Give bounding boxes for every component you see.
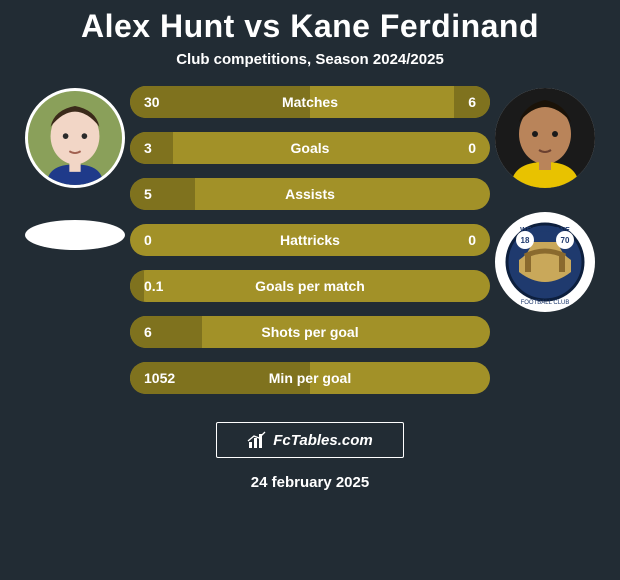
stat-left-value: 5 (144, 186, 192, 202)
stat-left-value: 1052 (144, 370, 192, 386)
stat-label: Goals (192, 140, 428, 156)
left-player-column (20, 86, 130, 250)
stat-left-value: 6 (144, 324, 192, 340)
svg-text:70: 70 (561, 236, 570, 245)
stats-column: 30Matches63Goals05Assists0Hattricks00.1G… (130, 86, 490, 394)
stat-right-value: 0 (428, 140, 476, 156)
left-player-avatar (25, 88, 125, 188)
chart-icon (247, 430, 267, 450)
stat-right-value: 0 (428, 232, 476, 248)
svg-text:FOOTBALL CLUB: FOOTBALL CLUB (521, 300, 570, 306)
stat-label: Min per goal (192, 370, 428, 386)
right-player-avatar (495, 88, 595, 188)
stat-fill-left (130, 270, 144, 302)
stat-row: 30Matches6 (130, 86, 490, 118)
stat-label: Matches (192, 94, 428, 110)
page-subtitle: Club competitions, Season 2024/2025 (176, 51, 444, 68)
stat-left-value: 3 (144, 140, 192, 156)
stat-left-value: 0 (144, 232, 192, 248)
stat-row: 0Hattricks0 (130, 224, 490, 256)
stat-row: 3Goals0 (130, 132, 490, 164)
stat-row: 5Assists (130, 178, 490, 210)
right-player-column: WEALDSTONE 18 70 FOOTBALL CLUB (490, 86, 600, 312)
left-club-badge (25, 220, 125, 250)
stat-row: 6Shots per goal (130, 316, 490, 348)
footer-date: 24 february 2025 (251, 474, 369, 491)
comparison-area: 30Matches63Goals05Assists0Hattricks00.1G… (0, 86, 620, 394)
footer-brand-text: FcTables.com (273, 432, 372, 449)
stat-left-value: 0.1 (144, 278, 192, 294)
page-title: Alex Hunt vs Kane Ferdinand (81, 8, 539, 45)
svg-text:18: 18 (521, 236, 530, 245)
stat-label: Shots per goal (192, 324, 428, 340)
stat-label: Hattricks (192, 232, 428, 248)
infographic-root: Alex Hunt vs Kane Ferdinand Club competi… (0, 0, 620, 580)
stat-right-value: 6 (428, 94, 476, 110)
right-club-badge: WEALDSTONE 18 70 FOOTBALL CLUB (495, 212, 595, 312)
stat-row: 0.1Goals per match (130, 270, 490, 302)
stat-label: Assists (192, 186, 428, 202)
stat-row: 1052Min per goal (130, 362, 490, 394)
stat-label: Goals per match (192, 278, 428, 294)
stat-left-value: 30 (144, 94, 192, 110)
footer-brand-box: FcTables.com (216, 422, 404, 458)
